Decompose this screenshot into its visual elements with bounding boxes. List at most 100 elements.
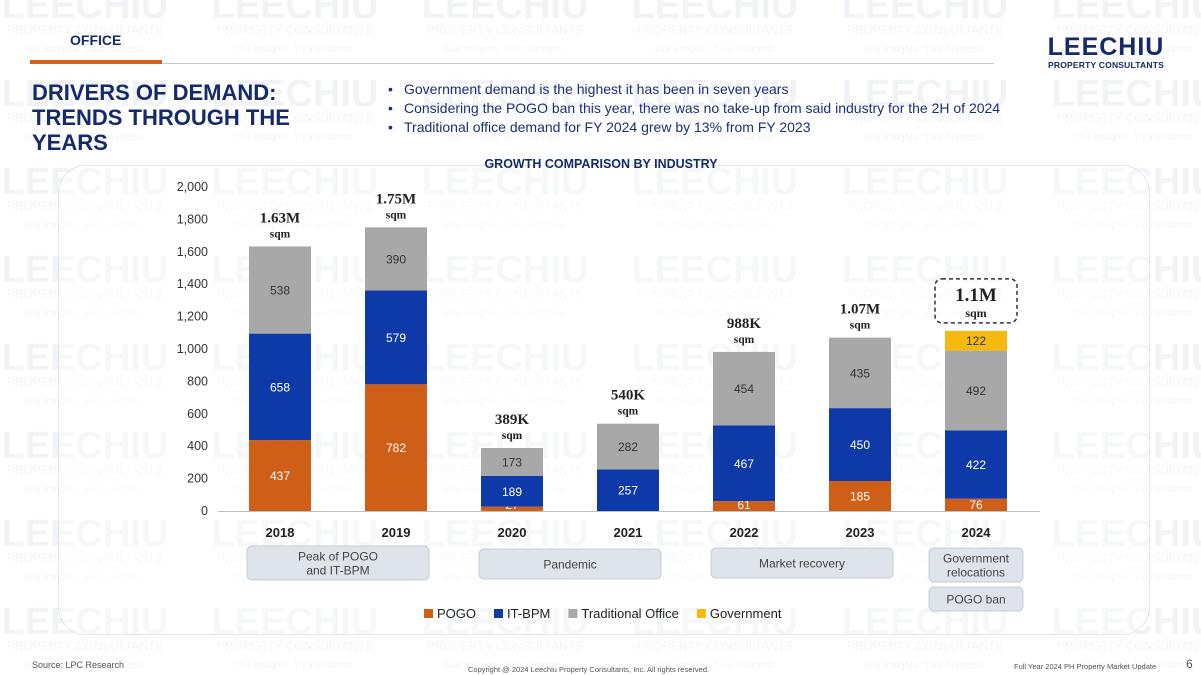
y-tick-label: 600 bbox=[187, 407, 208, 421]
bar-total-unit: sqm bbox=[850, 320, 871, 332]
watermark-tagline: Our insights. Your success. bbox=[25, 572, 146, 583]
watermark-subtitle: PROPERTY CONSULTANTS bbox=[847, 199, 1003, 213]
x-tick-label: 2021 bbox=[614, 525, 643, 540]
watermark-tagline: Our insights. Your success. bbox=[235, 220, 356, 231]
watermark-name: LEECHIU bbox=[1052, 0, 1201, 27]
watermark-tagline: Our insights. Your success. bbox=[445, 220, 566, 231]
bar-value-label: 189 bbox=[502, 485, 522, 499]
watermark-name: LEECHIU bbox=[212, 601, 379, 643]
bar-value-label: 282 bbox=[618, 440, 638, 454]
y-tick-label: 200 bbox=[187, 472, 208, 486]
watermark-name: LEECHIU bbox=[1052, 73, 1201, 115]
watermark-name: LEECHIU bbox=[422, 601, 589, 643]
bar-total-value: 1.63M bbox=[260, 210, 300, 226]
watermark-tagline: Our insights. Your success. bbox=[1075, 308, 1196, 319]
bar-segment-traditional-office bbox=[249, 246, 311, 334]
bar-value-label: 122 bbox=[966, 334, 986, 348]
watermark-tagline: Our insights. Your success. bbox=[25, 660, 146, 671]
copyright-note: Copyright @ 2024 Leechiu Property Consul… bbox=[468, 665, 710, 674]
bar-segment-it-bpm bbox=[713, 425, 775, 502]
watermark-name: LEECHIU bbox=[632, 161, 799, 203]
bar-segment-traditional-office bbox=[481, 447, 543, 477]
watermark-tagline: Our insights. Your success. bbox=[1075, 132, 1196, 143]
bar-value-label: 658 bbox=[270, 380, 290, 394]
legend-swatch bbox=[568, 609, 578, 618]
bar-segment-pogo bbox=[365, 384, 427, 511]
bar-total-value: 540K bbox=[611, 388, 646, 404]
bar-value-label: 450 bbox=[850, 438, 870, 452]
watermark-subtitle: PROPERTY CONSULTANTS bbox=[7, 551, 163, 565]
watermark-name: LEECHIU bbox=[842, 249, 1009, 291]
legend-swatch bbox=[494, 609, 504, 618]
watermark-subtitle: PROPERTY CONSULTANTS bbox=[1057, 23, 1201, 37]
watermark-name: LEECHIU bbox=[632, 601, 799, 643]
x-tick-label: 2024 bbox=[962, 525, 992, 540]
watermark-subtitle: PROPERTY CONSULTANTS bbox=[217, 23, 373, 37]
watermark-subtitle: PROPERTY CONSULTANTS bbox=[1057, 639, 1201, 653]
watermark-subtitle: PROPERTY CONSULTANTS bbox=[427, 199, 583, 213]
bar-segment-pogo bbox=[481, 506, 543, 511]
bar-value-label: 390 bbox=[386, 252, 406, 266]
bar-segment-traditional-office bbox=[945, 350, 1007, 431]
watermark-tagline: Our insights. Your success. bbox=[25, 484, 146, 495]
watermark-tagline: Our insights. Your success. bbox=[655, 132, 776, 143]
bar-segment-traditional-office bbox=[365, 227, 427, 291]
watermark-tagline: Our insights. Your success. bbox=[865, 484, 986, 495]
y-tick-label: 1,200 bbox=[177, 310, 208, 324]
bar-segment-it-bpm bbox=[365, 290, 427, 385]
bar-total-unit: sqm bbox=[502, 430, 523, 442]
watermark-tagline: Our insights. Your success. bbox=[445, 660, 566, 671]
watermark-subtitle: PROPERTY CONSULTANTS bbox=[217, 199, 373, 213]
watermark-tagline: Our insights. Your success. bbox=[445, 44, 566, 55]
y-tick-label: 800 bbox=[187, 374, 208, 388]
watermark-tagline: Our insights. Your success. bbox=[1075, 44, 1196, 55]
bar-total-value: 1.07M bbox=[840, 302, 880, 318]
watermark-name: LEECHIU bbox=[1052, 337, 1201, 379]
bar-value-label: 61 bbox=[737, 498, 751, 512]
watermark-tagline: Our insights. Your success. bbox=[865, 308, 986, 319]
watermark-tagline: Our insights. Your success. bbox=[235, 132, 356, 143]
watermark-name: LEECHIU bbox=[2, 73, 169, 115]
watermark-tagline: Our insights. Your success. bbox=[445, 132, 566, 143]
bar-segment-it-bpm bbox=[597, 469, 659, 511]
y-tick-label: 2,000 bbox=[177, 180, 208, 194]
y-tick-label: 1,800 bbox=[177, 212, 208, 226]
bar-value-label: 185 bbox=[850, 490, 870, 504]
watermark-tagline: Our insights. Your success. bbox=[865, 220, 986, 231]
x-tick-label: 2023 bbox=[846, 525, 875, 540]
watermark-subtitle: PROPERTY CONSULTANTS bbox=[1057, 287, 1201, 301]
watermark-tagline: Our insights. Your success. bbox=[445, 308, 566, 319]
watermark-subtitle: PROPERTY CONSULTANTS bbox=[1057, 463, 1201, 477]
watermark-subtitle: PROPERTY CONSULTANTS bbox=[427, 639, 583, 653]
watermark-name: LEECHIU bbox=[422, 249, 589, 291]
legend-label: POGO bbox=[437, 606, 476, 621]
annotation-box bbox=[478, 548, 662, 580]
bar-segment-it-bpm bbox=[249, 333, 311, 441]
legend-swatch bbox=[424, 609, 433, 618]
bar-total-value: 1.75M bbox=[376, 191, 416, 207]
legend-label: Government bbox=[710, 606, 782, 621]
page-title: DRIVERS OF DEMAND: TRENDS THROUGH THE YE… bbox=[32, 80, 290, 155]
watermark-tagline: Our insights. Your success. bbox=[1075, 220, 1196, 231]
bar-total-unit: sqm bbox=[618, 406, 639, 418]
section-underline bbox=[30, 60, 162, 64]
bar-total-unit: sqm bbox=[270, 228, 291, 240]
watermark-tagline: Our insights. Your success. bbox=[235, 660, 356, 671]
annotation-box bbox=[246, 545, 430, 581]
watermark-subtitle: PROPERTY CONSULTANTS bbox=[1057, 551, 1201, 565]
watermark-tagline: Our insights. Your success. bbox=[865, 132, 986, 143]
watermark-tagline: Our insights. Your success. bbox=[235, 44, 356, 55]
watermark-subtitle: PROPERTY CONSULTANTS bbox=[637, 23, 793, 37]
watermark-name: LEECHIU bbox=[632, 249, 799, 291]
annotation-text: relocations bbox=[947, 566, 1005, 580]
page-number: 6 bbox=[1186, 657, 1193, 671]
watermark-name: LEECHIU bbox=[1052, 249, 1201, 291]
bar-segment-traditional-office bbox=[597, 423, 659, 470]
x-tick-label: 2018 bbox=[266, 525, 295, 540]
bar-segment-pogo bbox=[945, 498, 1007, 511]
y-tick-label: 1,000 bbox=[177, 342, 208, 356]
annotation-text: Market recovery bbox=[759, 557, 845, 571]
watermark-tagline: Our insights. Your success. bbox=[25, 44, 146, 55]
section-label: OFFICE bbox=[70, 32, 122, 48]
